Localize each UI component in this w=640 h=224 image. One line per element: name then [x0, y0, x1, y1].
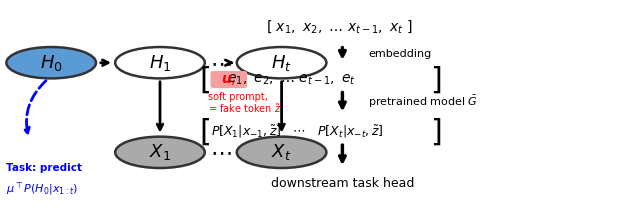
Text: $\cdots$: $\cdots$ — [210, 142, 232, 162]
FancyBboxPatch shape — [211, 72, 246, 87]
Text: $[$: $[$ — [199, 117, 211, 147]
Circle shape — [237, 137, 326, 168]
Text: $]$: $]$ — [429, 117, 441, 147]
Text: $e_1,\ e_2,\ \ldots\ e_{t-1},\ e_t$: $e_1,\ e_2,\ \ldots\ e_{t-1},\ e_t$ — [227, 72, 356, 87]
Circle shape — [237, 47, 326, 78]
Text: $P[X_1|x_{-1}, \tilde{z}]\ \ \ \cdots\ \ \ P[X_t|x_{-t}, \tilde{z}]$: $P[X_1|x_{-1}, \tilde{z}]\ \ \ \cdots\ \… — [211, 124, 384, 140]
Text: $]$: $]$ — [429, 64, 441, 95]
Text: $\boldsymbol{u},$: $\boldsymbol{u},$ — [221, 73, 236, 86]
Text: downstream task head: downstream task head — [271, 177, 414, 190]
Circle shape — [115, 137, 205, 168]
Text: $\cdots$: $\cdots$ — [210, 53, 232, 73]
Text: $\left[\ x_1,\ x_2,\ \ldots\ x_{t-1},\ x_t\ \right]$: $\left[\ x_1,\ x_2,\ \ldots\ x_{t-1},\ x… — [266, 19, 412, 35]
Text: embedding: embedding — [368, 49, 431, 59]
Text: $X_1$: $X_1$ — [149, 142, 171, 162]
Text: pretrained model $\bar{G}$: pretrained model $\bar{G}$ — [368, 94, 478, 110]
Circle shape — [115, 47, 205, 78]
Text: $X_t$: $X_t$ — [271, 142, 292, 162]
Text: $H_t$: $H_t$ — [271, 53, 292, 73]
Text: = fake token $\tilde{z}$: = fake token $\tilde{z}$ — [208, 102, 282, 115]
Text: $H_0$: $H_0$ — [40, 53, 63, 73]
Text: $[$: $[$ — [199, 64, 211, 95]
Circle shape — [6, 47, 96, 78]
Text: $\mu^\top P(H_0|x_{1:t})$: $\mu^\top P(H_0|x_{1:t})$ — [6, 182, 79, 198]
Text: $H_1$: $H_1$ — [148, 53, 172, 73]
Text: soft prompt,: soft prompt, — [208, 93, 268, 102]
Text: Task: predict: Task: predict — [6, 163, 83, 173]
